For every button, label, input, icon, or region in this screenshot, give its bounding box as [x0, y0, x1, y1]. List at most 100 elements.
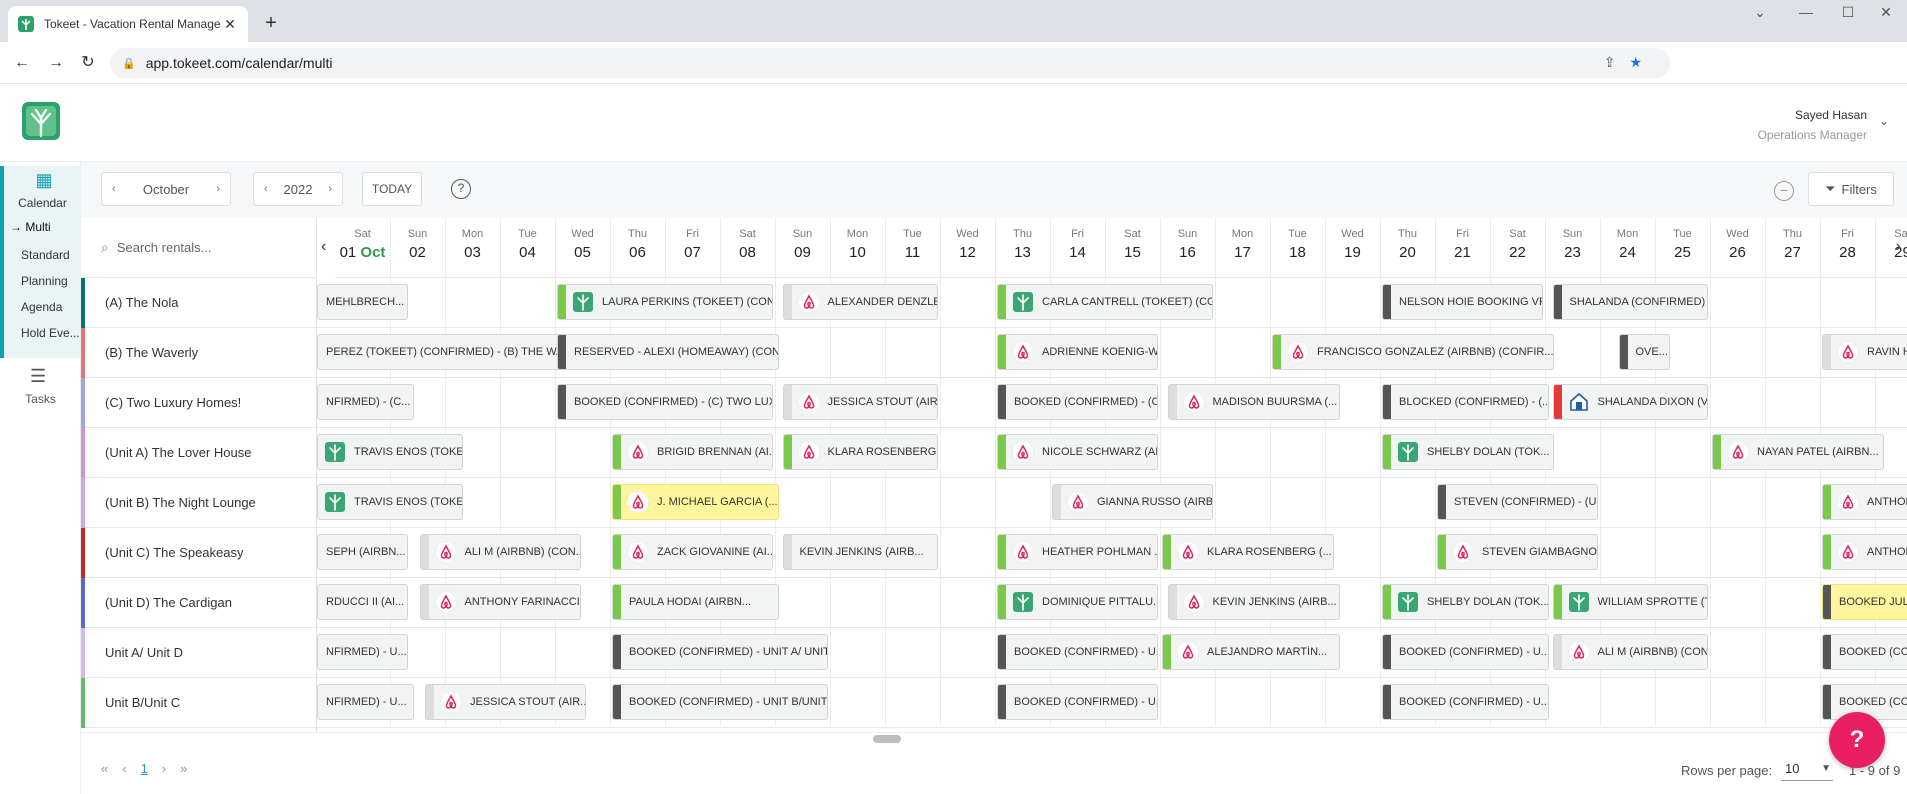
booking-event[interactable]: STEVEN (CONFIRMED) - (U... — [1437, 484, 1598, 520]
booking-event[interactable]: ALI M (AIRBNB) (CON... — [419, 534, 581, 570]
booking-event[interactable]: JESSICA STOUT (AIR... — [425, 684, 586, 720]
browser-tab[interactable]: Tokeet - Vacation Rental Manage ✕ — [8, 6, 248, 42]
bookmark-star-icon[interactable]: ★ — [1629, 54, 1656, 70]
booking-event[interactable]: TRAVIS ENOS (TOKEE... — [317, 434, 463, 470]
year-picker[interactable]: ‹ 2022 › — [253, 172, 343, 206]
booking-event[interactable]: HEATHER POHLMAN ... — [997, 534, 1158, 570]
booking-event[interactable]: ANTHONY PESCE ( — [1822, 534, 1907, 570]
booking-event[interactable]: BOOKED (CONFIRMED) - (C) TWO LUX... — [557, 384, 773, 420]
back-icon[interactable]: ← — [14, 54, 30, 71]
booking-event[interactable]: NAYAN PATEL (AIRBN... — [1712, 434, 1884, 470]
booking-event[interactable]: TRAVIS ENOS (TOKEE... — [317, 484, 463, 520]
booking-event[interactable]: NELSON HOIE BOOKING VR... — [1382, 284, 1543, 320]
calendar-days-area[interactable]: ‹ › Sat 01 Oct Sun 02 Mon 03 Tue 04 Wed 05 Thu 06 Fr… — [317, 218, 1907, 732]
rental-row[interactable]: (Unit C) The Speakeasy — [81, 528, 317, 578]
booking-event[interactable]: ANTHONY PESCE ( — [1822, 484, 1907, 520]
collapse-icon[interactable]: − — [1774, 181, 1794, 201]
booking-event[interactable]: ADRIENNE KOENIG-W... — [997, 334, 1158, 370]
booking-event[interactable]: CARLA CANTRELL (TOKEET) (CO... — [997, 284, 1213, 320]
booking-event[interactable]: ALEJANDRO MARTÍN... — [1162, 634, 1340, 670]
booking-event[interactable]: DOMINIQUE PITTALU... — [997, 584, 1158, 620]
booking-event[interactable]: KLARA ROSENBERG (... — [782, 434, 938, 470]
booking-event[interactable]: PEREZ (TOKEET) (CONFIRMED) - (B) THE WAV… — [317, 334, 579, 370]
chevron-left-icon[interactable]: ‹ — [264, 183, 268, 195]
maximize-icon[interactable]: ☐ — [1841, 4, 1855, 20]
booking-event[interactable]: FRANCISCO GONZALEZ (AIRBNB) (CONFIR... — [1272, 334, 1554, 370]
booking-event[interactable]: PAULA HODAI (AIRBN... — [612, 584, 779, 620]
window-chevron-icon[interactable]: ⌄ — [1754, 4, 1766, 20]
scroll-right-icon[interactable]: › — [1895, 238, 1901, 255]
tokeet-logo-icon[interactable] — [22, 102, 60, 140]
booking-event[interactable]: SHALANDA DIXON (V... — [1552, 384, 1708, 420]
booking-event[interactable]: BOOKED (CONFIRMED) - (C... — [997, 384, 1158, 420]
booking-event[interactable]: NFIRMED) - U... — [317, 684, 414, 720]
rental-row[interactable]: (B) The Waverly — [81, 328, 317, 378]
booking-event[interactable]: BOOKED (CONFIRMED) - U... — [1382, 634, 1549, 670]
booking-event[interactable]: WILLIAM SPROTTE (T... — [1552, 584, 1708, 620]
rental-row[interactable]: (Unit A) The Lover House — [81, 428, 317, 478]
booking-event[interactable]: KEVIN JENKINS (AIRB... — [782, 534, 938, 570]
booking-event[interactable]: MEHLBRECH... — [317, 284, 408, 320]
month-picker[interactable]: ‹ October › — [101, 172, 231, 206]
booking-event[interactable]: RAVIN H — [1822, 334, 1907, 370]
sidebar-item-tasks[interactable]: Tasks — [25, 392, 56, 406]
booking-event[interactable]: RDUCCI II (AI... — [317, 584, 408, 620]
booking-event[interactable]: KEVIN JENKINS (AIRB... — [1167, 584, 1340, 620]
booking-event[interactable]: J. MICHAEL GARCIA (... — [612, 484, 779, 520]
booking-event[interactable]: JESSICA STOUT (AIR... — [782, 384, 938, 420]
last-page-icon[interactable]: » — [180, 761, 188, 776]
page-number[interactable]: 1 — [140, 761, 148, 776]
booking-event[interactable]: BOOKED (CONFIRMED — [1822, 634, 1907, 670]
sidebar-item-calendar[interactable]: ▦ Calendar → Multi Standard Planning Age… — [0, 166, 81, 358]
next-page-icon[interactable]: › — [161, 761, 167, 776]
chevron-down-icon[interactable]: ⌄ — [1878, 114, 1889, 128]
rental-row[interactable]: (Unit D) The Cardigan — [81, 578, 317, 628]
booking-event[interactable]: NFIRMED) - U... — [317, 634, 408, 670]
booking-event[interactable]: OVE... — [1618, 334, 1670, 370]
filters-button[interactable]: ⏷ Filters — [1808, 172, 1894, 206]
user-menu[interactable]: Sayed Hasan Operations Manager — [1758, 108, 1867, 142]
tab-close-icon[interactable]: ✕ — [224, 15, 236, 32]
booking-event[interactable]: KLARA ROSENBERG (... — [1162, 534, 1334, 570]
submenu-item-hold-events[interactable]: Hold Eve... — [21, 326, 80, 340]
chevron-right-icon[interactable]: › — [216, 183, 220, 195]
scroll-left-icon[interactable]: ‹ — [321, 238, 327, 255]
reload-icon[interactable]: ↻ — [81, 54, 95, 71]
help-icon[interactable]: ? — [451, 179, 471, 199]
rental-row[interactable]: Unit A/ Unit D — [81, 628, 317, 678]
booking-event[interactable]: SEPH (AIRBN... — [317, 534, 408, 570]
omni-actions[interactable]: ⇪★ — [1604, 54, 1656, 71]
booking-event[interactable]: ALEXANDER DENZLE... — [782, 284, 938, 320]
share-icon[interactable]: ⇪ — [1603, 54, 1630, 70]
booking-event[interactable]: BOOKED JULIA (CONFI — [1822, 584, 1907, 620]
new-tab-button[interactable]: + — [265, 12, 277, 34]
booking-event[interactable]: BOOKED (CONFIRMED) - UNIT B/UNIT C — [612, 684, 828, 720]
url-field[interactable]: 🔒 app.tokeet.com/calendar/multi ⇪★ — [110, 48, 1670, 78]
booking-event[interactable]: ALI M (AIRBNB) (CON... — [1552, 634, 1708, 670]
rental-row[interactable]: Unit B/Unit C — [81, 678, 317, 728]
booking-event[interactable]: BOOKED (CONFIRMED) - U... — [997, 634, 1158, 670]
booking-event[interactable]: BOOKED (CONFIRMED) - U... — [1382, 684, 1549, 720]
booking-event[interactable]: BLOCKED (CONFIRMED) - (... — [1382, 384, 1549, 420]
booking-event[interactable]: ANTHONY FARINACCI... — [419, 584, 581, 620]
rows-per-page-select[interactable]: 10 ▼ — [1781, 757, 1833, 781]
today-button[interactable]: TODAY — [362, 172, 422, 206]
booking-event[interactable]: SHELBY DOLAN (TOK... — [1382, 584, 1549, 620]
tasks-icon[interactable]: ☰ — [30, 366, 47, 386]
booking-event[interactable]: BOOKED (CONFIRMED) - U... — [997, 684, 1158, 720]
forward-icon[interactable]: → — [48, 54, 64, 71]
rental-row[interactable]: (A) The Nola — [81, 278, 317, 328]
minimize-icon[interactable]: — — [1799, 4, 1813, 20]
submenu-item-planning[interactable]: Planning — [21, 274, 68, 288]
booking-event[interactable]: GIANNA RUSSO (AIRB... — [1052, 484, 1213, 520]
chevron-right-icon[interactable]: › — [328, 183, 332, 195]
booking-event[interactable]: MADISON BUURSMA (... — [1167, 384, 1340, 420]
booking-event[interactable]: RESERVED - ALEXI (HOMEAWAY) (CON... — [557, 334, 779, 370]
help-chat-button[interactable]: ? — [1829, 712, 1885, 768]
submenu-item-agenda[interactable]: Agenda — [21, 300, 63, 314]
horizontal-scrollbar[interactable] — [873, 735, 901, 743]
booking-event[interactable]: NICOLE SCHWARZ (AI... — [997, 434, 1158, 470]
booking-event[interactable]: ZACK GIOVANINE (AI... — [612, 534, 773, 570]
booking-event[interactable]: SHELBY DOLAN (TOK... — [1382, 434, 1554, 470]
rental-row[interactable]: (Unit B) The Night Lounge — [81, 478, 317, 528]
